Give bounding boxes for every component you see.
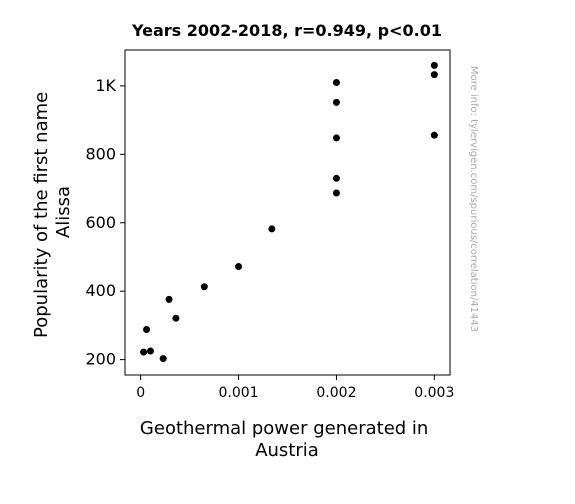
- scatter-point: [146, 347, 154, 355]
- scatter-point: [140, 348, 148, 356]
- x-axis-label: Geothermal power generated in Austria: [140, 418, 434, 461]
- y-axis-label-line-1: Popularity of the first name: [31, 92, 52, 338]
- scatter-point: [143, 326, 151, 333]
- scatter-point: [430, 71, 438, 79]
- y-tick-label: 800: [85, 144, 116, 163]
- scatter-point: [159, 355, 167, 363]
- x-tick-label: 0.003: [414, 385, 454, 401]
- y-axis: 200 400 600 800 1K: [85, 76, 125, 369]
- y-tick-label: 200: [85, 350, 116, 369]
- scatter-point: [332, 189, 340, 197]
- scatter-point: [165, 295, 173, 303]
- x-axis-label-line-1: Geothermal power generated in: [140, 418, 428, 439]
- scatter-point: [332, 134, 340, 142]
- data-points: [140, 61, 438, 363]
- scatter-point: [332, 174, 340, 182]
- x-axis-label-line-2: Austria: [255, 440, 319, 461]
- y-axis-label-line-2: Alissa: [53, 186, 74, 238]
- x-tick-label: 0.001: [219, 385, 259, 401]
- x-tick-label: 0: [136, 385, 145, 401]
- scatter-point: [332, 98, 340, 106]
- chart-title: Years 2002-2018, r=0.949, p<0.01: [131, 21, 442, 40]
- y-tick-label: 1K: [95, 76, 116, 95]
- source-watermark: More info: tylervigen.com/spurious/corre…: [468, 66, 479, 332]
- y-axis-label: Popularity of the first name Alissa: [31, 86, 74, 338]
- scatter-point: [268, 225, 276, 233]
- scatter-point: [430, 61, 438, 69]
- y-tick-label: 600: [85, 213, 116, 232]
- x-tick-label: 0.002: [316, 385, 356, 401]
- scatter-point: [332, 79, 340, 86]
- plot-area-frame: [124, 49, 451, 376]
- scatter-point: [235, 263, 243, 271]
- y-tick-label: 400: [85, 281, 116, 300]
- x-axis: 0 0.001 0.002 0.003: [136, 375, 454, 401]
- scatter-point: [172, 314, 180, 322]
- scatter-point: [430, 131, 438, 139]
- scatter-point: [200, 283, 208, 291]
